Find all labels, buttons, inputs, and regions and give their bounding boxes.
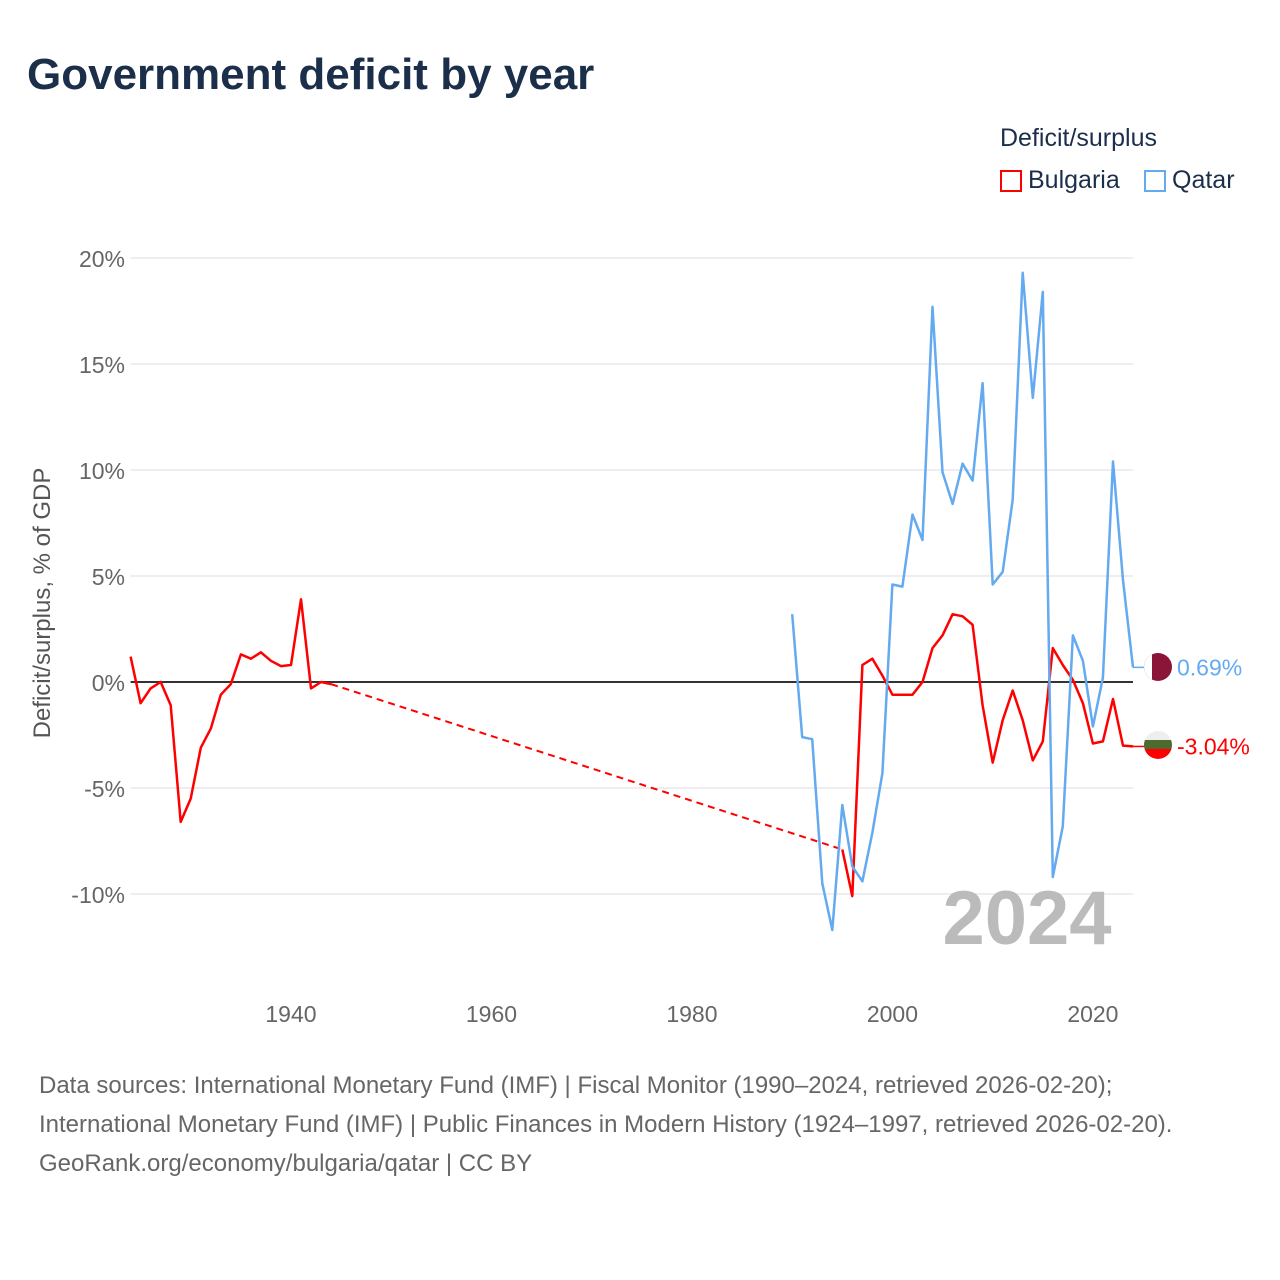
x-tick-label: 1960: [466, 1001, 517, 1027]
legend-item-bulgaria[interactable]: Bulgaria: [1000, 166, 1120, 195]
legend-swatch-bulgaria: [1000, 169, 1022, 192]
x-tick-label: 1980: [666, 1001, 717, 1027]
year-watermark: 2024: [942, 876, 1111, 961]
y-tick-label: 20%: [79, 246, 125, 272]
legend-item-qatar[interactable]: Qatar: [1144, 166, 1235, 195]
y-tick-label: 15%: [79, 352, 125, 378]
legend-title: Deficit/surplus: [1000, 124, 1157, 152]
x-tick-label: 2020: [1067, 1001, 1118, 1027]
end-label-qatar: 0.69%: [1177, 654, 1242, 680]
page-title: Government deficit by year: [27, 50, 595, 99]
x-tick-label: 1940: [265, 1001, 316, 1027]
y-tick-label: 5%: [92, 564, 125, 590]
series-line-bulgaria: [129, 598, 332, 824]
y-tick-label: 10%: [79, 458, 125, 484]
legend-label: Qatar: [1172, 166, 1235, 194]
legend-label: Bulgaria: [1028, 166, 1120, 194]
plot-area: -10% -5% 0% 5% 10% 15% 20% 1940 1960 1980 2000 2020…: [29, 246, 1250, 1027]
data-sources: Data sources: International Monetary Fun…: [39, 1072, 1173, 1138]
bulgaria-flag-icon: [1144, 731, 1172, 759]
x-tick-label: 2000: [867, 1001, 918, 1027]
series-line-bulgaria: [841, 612, 1134, 898]
qatar-flag-icon: [1144, 653, 1172, 681]
y-tick-label: 0%: [92, 670, 125, 696]
series-line-qatar: [790, 271, 1135, 932]
y-tick-label: -5%: [84, 776, 125, 802]
y-tick-label: -10%: [71, 882, 125, 908]
legend-swatch-qatar: [1144, 169, 1166, 192]
end-label-bulgaria: -3.04%: [1177, 733, 1250, 759]
footer: Data sources: International Monetary Fun…: [39, 1066, 1239, 1183]
y-axis-label: Deficit/surplus, % of GDP: [29, 468, 56, 739]
gap-segment-bulgaria: [330, 683, 843, 851]
credit-link[interactable]: GeoRank.org/economy/bulgaria/qatar | CC …: [39, 1150, 533, 1177]
